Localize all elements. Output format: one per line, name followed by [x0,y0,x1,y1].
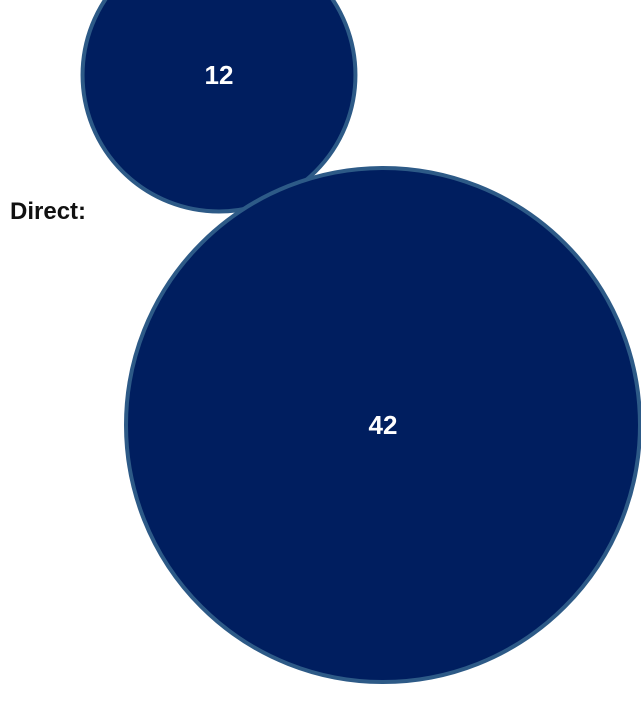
bubble-value-label: 12 [205,60,234,90]
bubble-42 [124,166,641,684]
row-label-direct: Direct: [10,198,87,225]
bubble-12 [80,0,358,214]
bubble-value-label: 42 [369,410,398,440]
